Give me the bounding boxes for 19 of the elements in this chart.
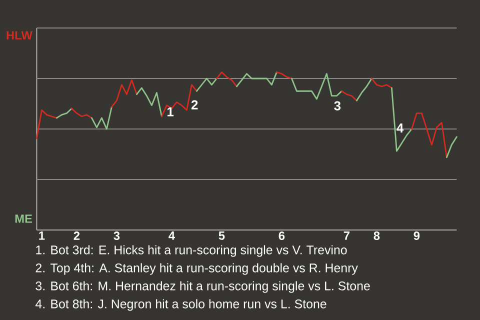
text: 4. Bot 8th: J. Negron hit a solo home run vs L. Stone (35, 299, 326, 311)
x-tick-label: 3 (114, 232, 120, 240)
x-tick-label: 7 (344, 232, 350, 240)
text: HLW (6, 31, 32, 40)
x-tick-label: 6 (278, 232, 285, 240)
annotation: 1 (168, 107, 174, 116)
x-tick-label: 4 (168, 232, 175, 240)
x-tick-label: 5 (218, 232, 225, 240)
x-tick-label: 2 (74, 232, 80, 240)
annotation: 3 (334, 101, 341, 110)
text: 3. Bot 6th: M. Hernandez hit a run-scoring single vs L. Stone (36, 281, 370, 293)
annotation: 4 (396, 124, 404, 132)
x-tick-label: 1 (39, 232, 45, 240)
annotation: 2 (191, 100, 198, 110)
x-tick-label: 8 (374, 232, 380, 240)
text: ME (15, 214, 32, 223)
text: 2. Top 4th: A. Stanley hit a run-scoring double vs R. Henry (36, 263, 358, 275)
x-tick-label: 9 (414, 232, 420, 240)
text: 1. Bot 3rd: E. Hicks hit a run-scoring single vs V. Trevino (36, 245, 347, 257)
